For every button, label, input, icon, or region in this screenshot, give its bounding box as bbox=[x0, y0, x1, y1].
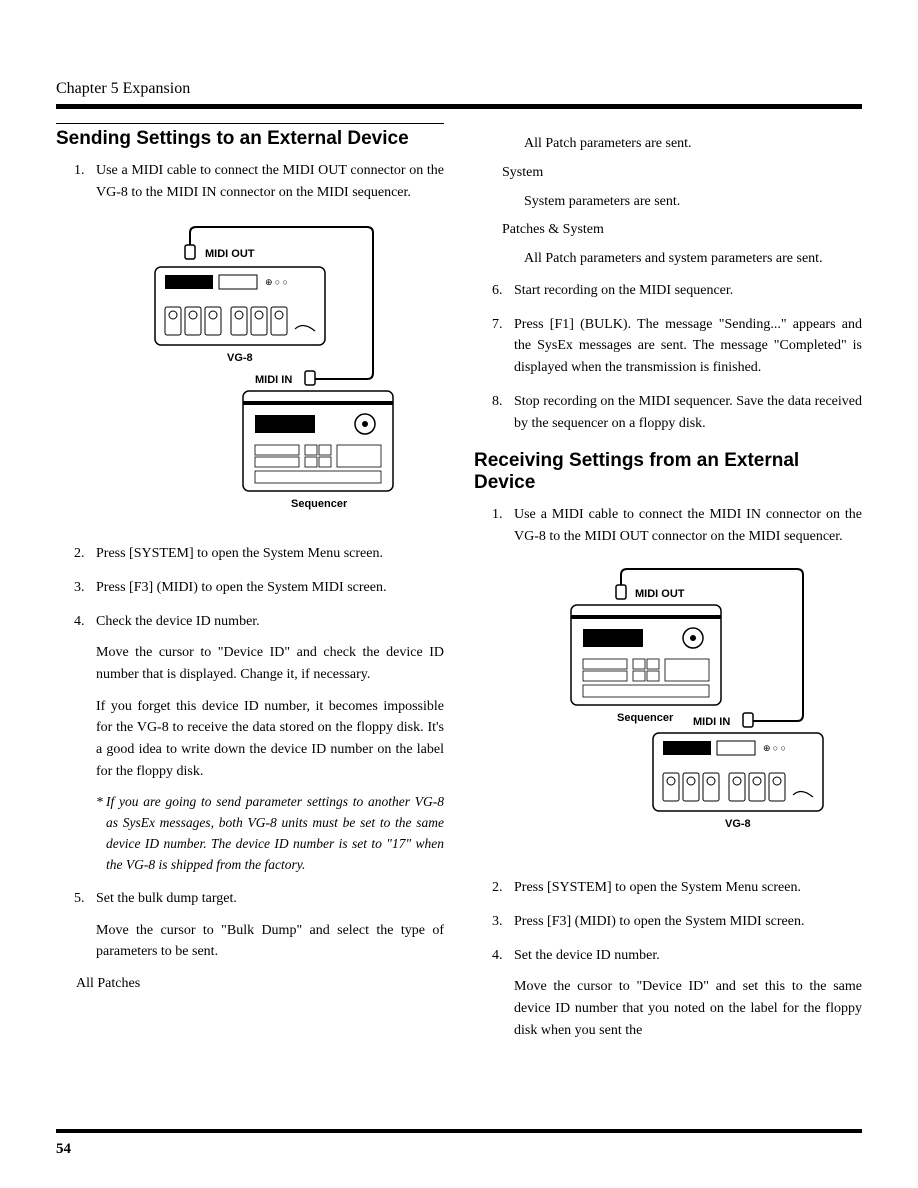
all-patches-desc: All Patch parameters are sent. bbox=[524, 133, 862, 155]
two-column-layout: Sending Settings to an External Device U… bbox=[56, 123, 862, 1053]
step-4-text: Check the device ID number. bbox=[96, 614, 260, 629]
all-patches-label: All Patches bbox=[76, 973, 444, 995]
diagram-vg8-to-sequencer: MIDI OUT ⊕ ○ ○ bbox=[96, 223, 444, 523]
step-4-sub-2: If you forget this device ID number, it … bbox=[96, 696, 444, 783]
system-desc: System parameters are sent. bbox=[524, 191, 862, 213]
step-1: Use a MIDI cable to connect the MIDI OUT… bbox=[56, 160, 444, 523]
step-5-text: Set the bulk dump target. bbox=[96, 891, 237, 906]
receive-step-4-sub: Move the cursor to "Device ID" and set t… bbox=[514, 976, 862, 1041]
right-column: All Patch parameters are sent. System Sy… bbox=[474, 123, 862, 1053]
svg-text:MIDI OUT: MIDI OUT bbox=[205, 248, 255, 260]
svg-text:Sequencer: Sequencer bbox=[291, 498, 348, 510]
sending-steps-list-cont: Start recording on the MIDI sequencer. P… bbox=[474, 280, 862, 434]
svg-text:MIDI IN: MIDI IN bbox=[693, 716, 730, 728]
sending-section-heading: Sending Settings to an External Device bbox=[56, 123, 444, 150]
step-4: Check the device ID number. Move the cur… bbox=[56, 611, 444, 877]
page-number: 54 bbox=[56, 1129, 862, 1158]
receive-step-4: Set the device ID number. Move the curso… bbox=[474, 945, 862, 1042]
step-4-sub-1: Move the cursor to "Device ID" and check… bbox=[96, 642, 444, 685]
patches-system-label: Patches & System bbox=[502, 222, 862, 238]
step-5-sub: Move the cursor to "Bulk Dump" and selec… bbox=[96, 920, 444, 963]
step-5: Set the bulk dump target. Move the curso… bbox=[56, 888, 444, 995]
svg-text:⊕ ○ ○: ⊕ ○ ○ bbox=[763, 743, 786, 753]
receive-step-3: Press [F3] (MIDI) to open the System MID… bbox=[474, 911, 862, 933]
svg-text:MIDI IN: MIDI IN bbox=[255, 374, 292, 386]
receiving-steps-list: Use a MIDI cable to connect the MIDI IN … bbox=[474, 504, 862, 1042]
receive-step-1: Use a MIDI cable to connect the MIDI IN … bbox=[474, 504, 862, 857]
system-label: System bbox=[502, 165, 862, 181]
patches-system-desc: All Patch parameters and system paramete… bbox=[524, 248, 862, 270]
step-6: Start recording on the MIDI sequencer. bbox=[474, 280, 862, 302]
svg-text:⊕ ○ ○: ⊕ ○ ○ bbox=[265, 277, 288, 287]
step-2: Press [SYSTEM] to open the System Menu s… bbox=[56, 543, 444, 565]
svg-text:Sequencer: Sequencer bbox=[617, 712, 674, 724]
receive-step-4-text: Set the device ID number. bbox=[514, 948, 660, 963]
step-3: Press [F3] (MIDI) to open the System MID… bbox=[56, 577, 444, 599]
receiving-section-heading: Receiving Settings from an External Devi… bbox=[474, 446, 862, 494]
step-8: Stop recording on the MIDI sequencer. Sa… bbox=[474, 391, 862, 434]
svg-text:VG-8: VG-8 bbox=[227, 352, 253, 364]
svg-text:VG-8: VG-8 bbox=[725, 818, 751, 830]
chapter-header: Chapter 5 Expansion bbox=[56, 80, 862, 109]
receive-step-2: Press [SYSTEM] to open the System Menu s… bbox=[474, 877, 862, 899]
step-7: Press [F1] (BULK). The message "Sending.… bbox=[474, 314, 862, 379]
sending-steps-list: Use a MIDI cable to connect the MIDI OUT… bbox=[56, 160, 444, 995]
receive-step-1-text: Use a MIDI cable to connect the MIDI IN … bbox=[514, 507, 862, 544]
svg-text:MIDI OUT: MIDI OUT bbox=[635, 588, 685, 600]
step-4-factory-note: If you are going to send parameter setti… bbox=[96, 792, 444, 876]
diagram-sequencer-to-vg8: MIDI OUT bbox=[514, 567, 862, 857]
left-column: Sending Settings to an External Device U… bbox=[56, 123, 444, 1053]
step-1-text: Use a MIDI cable to connect the MIDI OUT… bbox=[96, 163, 444, 200]
